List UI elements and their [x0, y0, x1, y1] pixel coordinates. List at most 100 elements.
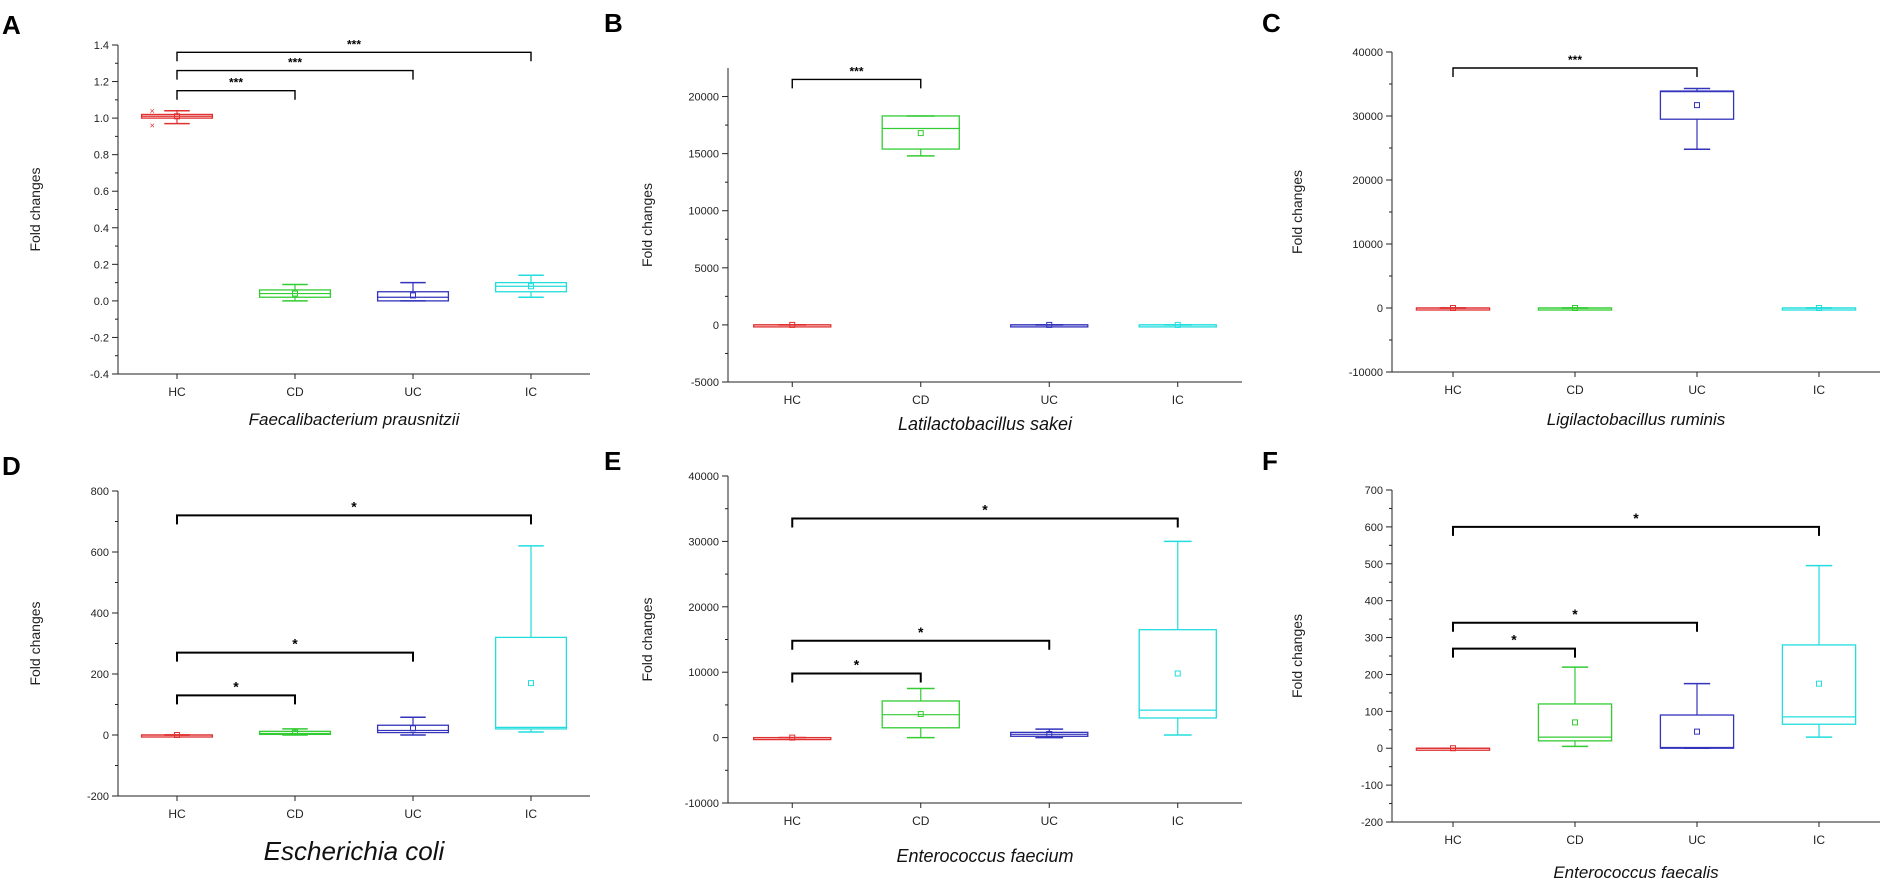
y-tick-label: 40000	[1352, 47, 1383, 59]
significance-bracket: *	[1452, 632, 1576, 658]
panel-b: B -5000 0 5000 10000 15000 20000 HC CD UC IC Fold c…	[604, 8, 1242, 434]
mean-marker	[1174, 670, 1181, 677]
box-ic	[494, 274, 568, 298]
significance-label: *	[351, 498, 357, 514]
mean-marker	[1046, 731, 1053, 738]
mean-marker	[1816, 305, 1822, 311]
panel-letter: B	[604, 8, 623, 38]
bracket-line	[1452, 621, 1698, 632]
y-tick-label: 0	[1377, 303, 1383, 315]
y-tick-label: 400	[91, 608, 109, 620]
organism-title: Escherichia coli	[264, 836, 446, 866]
bracket-line	[791, 639, 1051, 650]
significance-label: *	[1511, 632, 1517, 648]
box-rect	[1138, 629, 1217, 719]
significance-label: ***	[1568, 53, 1582, 67]
bracket-line	[791, 517, 1179, 528]
x-tick-label: HC	[784, 814, 802, 828]
y-tick-label: -200	[87, 791, 109, 803]
box-uc	[1010, 728, 1089, 739]
significance-bracket: ***	[176, 37, 532, 62]
y-axis-label: Fold changes	[27, 601, 43, 685]
y-tick-label: 0	[1377, 743, 1383, 755]
x-tick-label: UC	[1041, 814, 1059, 828]
y-tick-label: 20000	[688, 92, 719, 104]
y-tick-label: 1.4	[94, 40, 109, 52]
y-tick-label: 500	[1365, 559, 1383, 571]
bracket-line	[791, 78, 922, 89]
box-uc	[1659, 87, 1735, 151]
panel-letter: C	[1262, 8, 1281, 38]
mean-marker	[1046, 321, 1053, 328]
box-hc	[140, 732, 214, 738]
box-ic	[1781, 305, 1857, 311]
y-tick-label: -100	[1361, 780, 1383, 792]
x-tick-label: UC	[1688, 833, 1706, 847]
mean-marker	[1694, 728, 1700, 735]
significance-bracket: ***	[1452, 53, 1698, 77]
panel-e: E -10000 0 10000 20000 30000 40000 HC CD UC IC Fold…	[604, 446, 1242, 866]
y-tick-label: 200	[1365, 669, 1383, 681]
y-tick-label: -5000	[691, 377, 719, 389]
panel-letter: A	[2, 10, 21, 40]
box-ic	[1138, 321, 1217, 328]
x-tick-label: IC	[1172, 814, 1184, 828]
significance-label: *	[1633, 510, 1639, 526]
y-tick-label: 10000	[1352, 239, 1383, 251]
y-tick-label: 30000	[688, 536, 719, 548]
box-hc	[1415, 745, 1491, 752]
y-tick-label: 0	[713, 733, 719, 745]
box-rect	[376, 291, 450, 302]
box-cd	[1537, 305, 1613, 311]
significance-bracket: ***	[791, 64, 922, 89]
y-tick-label: 20000	[1352, 175, 1383, 187]
x-tick-label: CD	[1566, 383, 1584, 397]
mean-marker	[410, 725, 416, 732]
y-tick-label: 200	[91, 669, 109, 681]
y-tick-label: -10000	[685, 798, 719, 810]
significance-bracket: *	[791, 657, 922, 683]
mean-marker	[174, 113, 180, 120]
y-tick-label: 1.0	[94, 113, 109, 125]
box-ic	[1138, 540, 1217, 736]
x-tick-label: IC	[525, 385, 537, 399]
box-cd	[1537, 666, 1613, 748]
significance-label: ***	[229, 76, 243, 90]
y-tick-label: 30000	[1352, 111, 1383, 123]
panel-f: F -200 -100 0 100 200 300 400 500 600 700 HC CD UC IC F…	[1262, 446, 1880, 882]
y-tick-label: 5000	[695, 263, 719, 275]
box-rect	[494, 636, 568, 730]
outlier-marker: ×	[150, 106, 155, 116]
mean-marker	[789, 321, 796, 328]
x-tick-label: IC	[1813, 833, 1825, 847]
significance-bracket: *	[1452, 510, 1820, 536]
x-tick-label: IC	[525, 807, 537, 821]
box-uc	[376, 716, 450, 736]
box-hc	[753, 321, 832, 328]
y-tick-label: 700	[1365, 485, 1383, 497]
y-tick-label: -200	[1361, 817, 1383, 829]
y-tick-label: 0.2	[94, 259, 109, 271]
y-tick-label: 0.4	[94, 223, 109, 235]
y-axis-label: Fold changes	[639, 597, 655, 681]
significance-bracket: ***	[176, 76, 296, 100]
significance-bracket: *	[176, 678, 296, 705]
significance-bracket: *	[176, 636, 414, 662]
mean-marker	[174, 732, 180, 738]
y-tick-label: 600	[91, 547, 109, 559]
bracket-line	[176, 89, 296, 100]
box-rect	[881, 115, 960, 150]
box-hc	[1415, 305, 1491, 311]
organism-title: Faecalibacterium prausnitzii	[249, 410, 461, 429]
x-tick-label: UC	[404, 807, 422, 821]
box-cd	[881, 687, 960, 739]
panel-a: A -0.4 -0.2 0.0 0.2 0.4 0.6 0.8 1.0 1.2 1.4 HC CD UC I…	[2, 10, 590, 429]
box-rect	[376, 724, 450, 734]
x-tick-label: CD	[912, 393, 930, 407]
organism-title: Enterococcus faecalis	[1553, 863, 1719, 882]
y-tick-label: -0.4	[90, 369, 109, 381]
significance-bracket: *	[791, 502, 1179, 528]
box-rect	[258, 730, 332, 736]
bracket-line	[176, 651, 414, 662]
